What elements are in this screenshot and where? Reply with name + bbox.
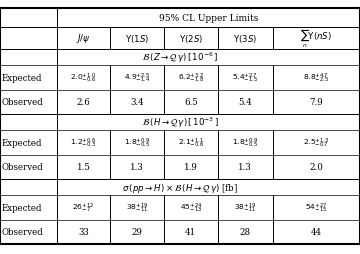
Text: Expected: Expected	[2, 138, 42, 147]
Text: 1.5: 1.5	[76, 163, 90, 171]
Text: $4.9^{+2.5}_{-1.4}$: $4.9^{+2.5}_{-1.4}$	[123, 71, 150, 85]
Text: $\sum_n \Upsilon(nS)$: $\sum_n \Upsilon(nS)$	[300, 28, 332, 50]
Text: $1.8^{+0.9}_{-0.5}$: $1.8^{+0.9}_{-0.5}$	[232, 136, 258, 150]
Text: $2.1^{+1.1}_{-0.6}$: $2.1^{+1.1}_{-0.6}$	[177, 136, 204, 150]
Text: $54^{+27}_{-15}$: $54^{+27}_{-15}$	[305, 201, 327, 214]
Text: 2.0: 2.0	[309, 163, 323, 171]
Text: $26^{+12}_{-7}$: $26^{+12}_{-7}$	[72, 201, 94, 214]
Text: 3.4: 3.4	[130, 98, 144, 107]
Text: $38^{+19}_{-11}$: $38^{+19}_{-11}$	[126, 201, 148, 214]
Text: 1.3: 1.3	[130, 163, 144, 171]
Text: $\sigma\,(pp \rightarrow H) \times \mathcal{B}\,(H \rightarrow \mathcal{Q}\,\gam: $\sigma\,(pp \rightarrow H) \times \math…	[122, 181, 238, 194]
Text: 1.9: 1.9	[184, 163, 198, 171]
Text: $\Upsilon(2S)$: $\Upsilon(2S)$	[179, 33, 203, 45]
Text: 5.4: 5.4	[238, 98, 252, 107]
Text: $8.8^{+4.7}_{-2.5}$: $8.8^{+4.7}_{-2.5}$	[303, 71, 329, 85]
Text: 95% CL Upper Limits: 95% CL Upper Limits	[159, 14, 258, 23]
Text: Observed: Observed	[2, 227, 44, 236]
Text: 1.3: 1.3	[238, 163, 252, 171]
Text: $1.2^{+0.6}_{-0.3}$: $1.2^{+0.6}_{-0.3}$	[70, 136, 96, 150]
Text: $1.8^{+0.9}_{-0.5}$: $1.8^{+0.9}_{-0.5}$	[123, 136, 150, 150]
Text: $\mathcal{B}\,(H \rightarrow \mathcal{Q}\,\gamma)\,[\,10^{-3}\,]$: $\mathcal{B}\,(H \rightarrow \mathcal{Q}…	[141, 115, 219, 130]
Text: $2.0^{+1.0}_{-0.6}$: $2.0^{+1.0}_{-0.6}$	[70, 71, 96, 85]
Text: $5.4^{+2.7}_{-1.5}$: $5.4^{+2.7}_{-1.5}$	[232, 71, 258, 85]
Text: $6.2^{+3.2}_{-1.8}$: $6.2^{+3.2}_{-1.8}$	[178, 71, 204, 85]
Text: 33: 33	[78, 227, 89, 236]
Text: Expected: Expected	[2, 74, 42, 83]
Text: 29: 29	[131, 227, 142, 236]
Text: Observed: Observed	[2, 98, 44, 107]
Text: $2.5^{+1.3}_{-0.7}$: $2.5^{+1.3}_{-0.7}$	[303, 136, 329, 150]
Text: Observed: Observed	[2, 163, 44, 171]
Text: $45^{+24}_{-13}$: $45^{+24}_{-13}$	[180, 201, 202, 214]
Text: $\Upsilon(3S)$: $\Upsilon(3S)$	[233, 33, 257, 45]
Text: 44: 44	[311, 227, 322, 236]
Text: 2.6: 2.6	[76, 98, 90, 107]
Text: $38^{+19}_{-11}$: $38^{+19}_{-11}$	[234, 201, 256, 214]
Text: 28: 28	[240, 227, 251, 236]
Text: $J/\psi$: $J/\psi$	[76, 32, 91, 45]
Text: 6.5: 6.5	[184, 98, 198, 107]
Text: Expected: Expected	[2, 203, 42, 212]
Text: $\Upsilon(1S)$: $\Upsilon(1S)$	[125, 33, 149, 45]
Text: 41: 41	[185, 227, 196, 236]
Text: $\mathcal{B}\,(Z \rightarrow \mathcal{Q}\,\gamma)\,[\,10^{-6}\,]$: $\mathcal{B}\,(Z \rightarrow \mathcal{Q}…	[142, 51, 218, 65]
Text: 7.9: 7.9	[309, 98, 323, 107]
